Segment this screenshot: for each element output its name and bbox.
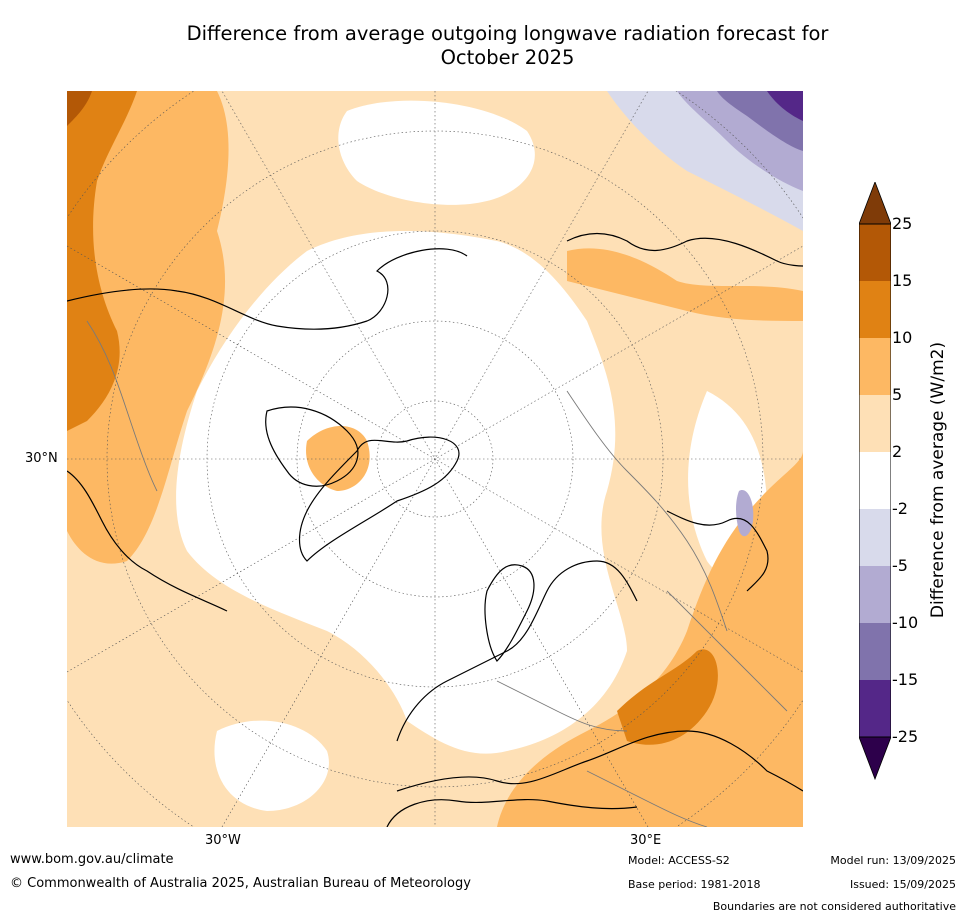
coastline-north-america xyxy=(67,248,468,330)
strong-positive-region-se xyxy=(617,649,718,745)
colorbar-tick-0: 25 xyxy=(892,214,913,233)
colorbar-tick-1: 15 xyxy=(892,271,913,290)
coastline-east-asia xyxy=(666,510,769,592)
map-title: Difference from average outgoing longwav… xyxy=(100,22,915,70)
colorbar-svg xyxy=(858,180,892,781)
colorbar-over-arrow xyxy=(858,180,892,225)
coastline-north-africa xyxy=(386,798,638,827)
coastline-west-america xyxy=(67,470,228,612)
footer-issued: Issued: 15/09/2025 xyxy=(849,878,956,891)
colorbar-band-2-5 xyxy=(859,395,891,452)
graticule xyxy=(67,91,803,827)
colorbar-band-m10-m5 xyxy=(859,566,891,623)
colorbar-tick-3: 5 xyxy=(892,385,903,404)
coastline-mediterranean xyxy=(396,730,803,792)
colorbar-band-m15-m10 xyxy=(859,623,891,680)
title-line-2: October 2025 xyxy=(440,46,575,69)
footer-model-run: Model run: 13/09/2025 xyxy=(830,854,956,867)
coastline-scandinavia xyxy=(484,564,535,662)
colorbar-tick-5: -2 xyxy=(892,499,908,518)
coastline-europe xyxy=(396,560,638,742)
colorbar-tick-6: -5 xyxy=(892,556,908,575)
negative-region-ne-darkest xyxy=(767,91,803,121)
border-central-asia xyxy=(666,590,788,712)
colorbar-title: Difference from average (W/m2) xyxy=(928,341,948,619)
lon-label-30w: 30°W xyxy=(205,833,241,848)
footer-copyright: © Commonwealth of Australia 2025, Austra… xyxy=(10,876,471,891)
footer-model: Model: ACCESS-S2 xyxy=(628,854,730,867)
border-middle-east xyxy=(586,770,708,827)
neutral-region-sw xyxy=(214,720,329,811)
lon-label-30e: 30°E xyxy=(630,833,662,848)
colorbar-band-5-10 xyxy=(859,338,891,395)
footer-base-period: Base period: 1981-2018 xyxy=(628,878,761,891)
border-us-canada xyxy=(86,320,158,492)
colorbar-tick-4: 2 xyxy=(892,442,903,461)
title-line-1: Difference from average outgoing longwav… xyxy=(186,22,829,45)
polar-map xyxy=(67,91,803,827)
colorbar-band-10-15 xyxy=(859,281,891,338)
positive-region-ne xyxy=(567,248,803,321)
border-russia xyxy=(566,390,728,632)
border-europe xyxy=(496,680,628,732)
positive-region-nw xyxy=(67,91,229,564)
colorbar-band-neutral xyxy=(859,452,891,509)
colorbar-band-15-25 xyxy=(859,224,891,281)
footer-website[interactable]: www.bom.gov.au/climate xyxy=(10,852,174,867)
coastline-siberia xyxy=(566,232,803,267)
lat-label-30n: 30°N xyxy=(25,451,58,466)
positive-region-se xyxy=(497,451,803,827)
coastline-canadian-arctic xyxy=(265,406,359,487)
colorbar-tick-8: -15 xyxy=(892,670,919,689)
very-strong-positive-corner xyxy=(67,91,92,126)
map-svg xyxy=(67,91,803,827)
coastline-greenland xyxy=(298,436,460,562)
strong-positive-region-nw xyxy=(67,91,137,431)
colorbar-under-arrow xyxy=(858,736,892,781)
positive-region-greenland xyxy=(306,426,370,491)
colorbar-tick-9: -25 xyxy=(892,727,919,746)
colorbar xyxy=(858,180,892,782)
neutral-region-north xyxy=(338,100,535,205)
negative-region-east-spot xyxy=(736,490,754,537)
colorbar-tick-2: 10 xyxy=(892,328,913,347)
colorbar-band-m25-m15 xyxy=(859,680,891,737)
coastlines xyxy=(67,232,803,827)
colorbar-tick-7: -10 xyxy=(892,613,919,632)
neutral-region-arctic xyxy=(176,231,627,754)
footer-disclaimer: Boundaries are not considered authoritat… xyxy=(712,900,956,913)
colorbar-band-m5-m2 xyxy=(859,509,891,566)
country-borders xyxy=(86,320,788,827)
